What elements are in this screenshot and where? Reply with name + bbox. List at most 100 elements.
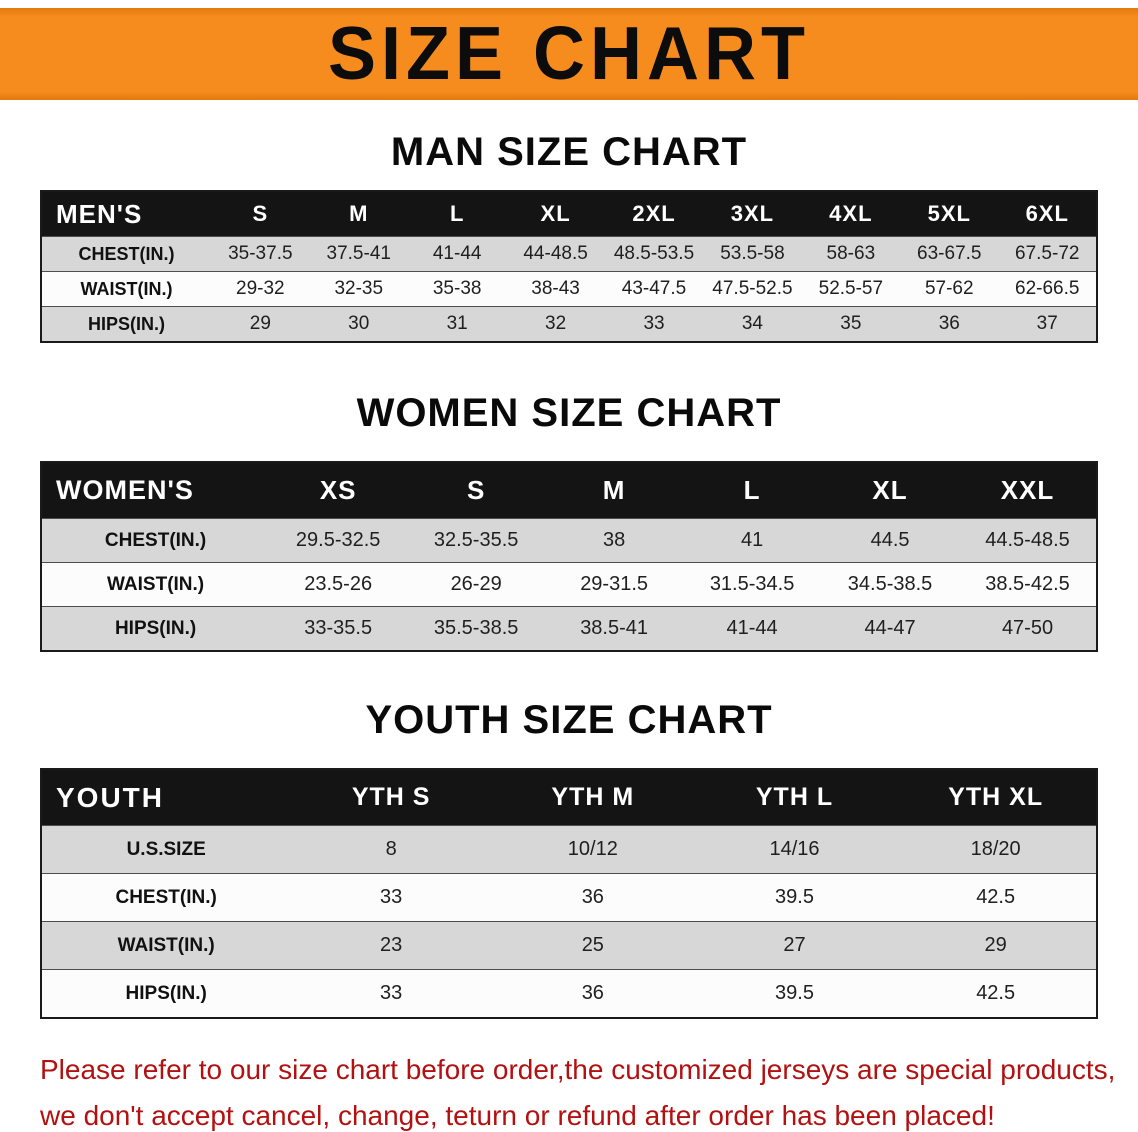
size-column-header: YTH S: [290, 769, 492, 826]
page-title: SIZE CHART: [328, 12, 810, 97]
size-value: 47-50: [959, 606, 1097, 651]
men-size-table: MEN'S S M L XL 2XL 3XL 4XL 5XL 6XL CHEST(IN.) 35-37…: [40, 190, 1098, 343]
size-value: 14/16: [693, 825, 896, 874]
size-value: 31.5-34.5: [683, 562, 822, 607]
disclaimer-line-2: we don't accept cancel, change, teturn o…: [40, 1100, 995, 1131]
size-column-header: XL: [821, 462, 960, 519]
size-value: 35: [801, 306, 901, 342]
men-section: MAN SIZE CHART MEN'S S M L XL 2XL 3XL 4XL 5XL 6XL…: [0, 130, 1138, 343]
size-column-header: XXL: [959, 462, 1097, 519]
size-column-header: M: [545, 462, 684, 519]
size-value: 29-31.5: [545, 562, 684, 607]
size-column-header: XL: [506, 191, 605, 237]
size-column-header: S: [407, 462, 546, 519]
youth-size-table: YOUTH YTH S YTH M YTH L YTH XL U.S.SIZE 8 10/12…: [40, 768, 1098, 1019]
banner: SIZE CHART: [0, 8, 1138, 100]
size-value: 42.5: [895, 873, 1097, 922]
table-row: WAIST(IN.) 29-32 32-35 35-38 38-43 43-47.5 47.…: [41, 271, 1097, 307]
size-value: 29: [211, 306, 310, 342]
size-column-header: L: [683, 462, 822, 519]
table-header-row: MEN'S S M L XL 2XL 3XL 4XL 5XL 6XL: [41, 191, 1097, 237]
size-value: 44-47: [821, 606, 960, 651]
measurement-row-label: CHEST(IN.): [41, 873, 291, 922]
size-value: 27: [693, 921, 896, 970]
size-value: 41-44: [683, 606, 822, 651]
size-value: 42.5: [895, 969, 1097, 1018]
table-header-row: WOMEN'S XS S M L XL XXL: [41, 462, 1097, 519]
disclaimer: Please refer to our size chart before or…: [40, 1047, 1138, 1132]
youth-section-heading: YOUTH SIZE CHART: [365, 698, 773, 742]
table-row: CHEST(IN.) 35-37.5 37.5-41 41-44 44-48.5 48.5…: [41, 236, 1097, 272]
measurement-row-label: CHEST(IN.): [41, 518, 270, 563]
size-column-header: M: [309, 191, 408, 237]
size-value: 57-62: [900, 271, 999, 307]
size-value: 35-37.5: [211, 236, 310, 272]
size-value: 32: [506, 306, 605, 342]
size-value: 41-44: [407, 236, 507, 272]
size-value: 44.5-48.5: [959, 518, 1097, 563]
size-column-header: XS: [269, 462, 408, 519]
size-value: 10/12: [491, 825, 694, 874]
size-value: 36: [900, 306, 999, 342]
size-value: 48.5-53.5: [604, 236, 704, 272]
size-column-header: 5XL: [900, 191, 999, 237]
men-section-heading: MAN SIZE CHART: [390, 130, 748, 174]
table-row: HIPS(IN.) 29 30 31 32 33 34 35 36 37: [41, 306, 1097, 342]
size-value: 18/20: [895, 825, 1097, 874]
size-value: 43-47.5: [604, 271, 704, 307]
women-size-table: WOMEN'S XS S M L XL XXL CHEST(IN.) 29.5-32.5 32.5…: [40, 461, 1098, 652]
size-value: 25: [491, 921, 694, 970]
size-value: 30: [309, 306, 408, 342]
size-column-header: 2XL: [604, 191, 704, 237]
table-row: HIPS(IN.) 33 36 39.5 42.5: [41, 969, 1097, 1018]
size-column-header: 3XL: [703, 191, 802, 237]
size-value: 58-63: [801, 236, 901, 272]
size-value: 29-32: [211, 271, 310, 307]
size-column-header: YTH M: [491, 769, 694, 826]
size-value: 29: [895, 921, 1097, 970]
size-value: 8: [290, 825, 492, 874]
size-value: 36: [491, 969, 694, 1018]
size-value: 34: [703, 306, 802, 342]
size-value: 31: [407, 306, 507, 342]
size-value: 44.5: [821, 518, 960, 563]
table-row: HIPS(IN.) 33-35.5 35.5-38.5 38.5-41 41-44 44-…: [41, 606, 1097, 651]
disclaimer-line-1: Please refer to our size chart before or…: [40, 1054, 1116, 1085]
table-row: U.S.SIZE 8 10/12 14/16 18/20: [41, 825, 1097, 874]
measurement-row-label: WAIST(IN.): [41, 921, 291, 970]
size-value: 32-35: [309, 271, 408, 307]
size-value: 23.5-26: [269, 562, 408, 607]
table-header-row: YOUTH YTH S YTH M YTH L YTH XL: [41, 769, 1097, 826]
size-chart-page: SIZE CHART MAN SIZE CHART MEN'S S M L XL 2XL 3…: [0, 8, 1138, 1132]
size-value: 26-29: [407, 562, 546, 607]
size-value: 47.5-52.5: [703, 271, 802, 307]
size-column-header: L: [407, 191, 507, 237]
size-value: 38: [545, 518, 684, 563]
size-value: 34.5-38.5: [821, 562, 960, 607]
size-value: 23: [290, 921, 492, 970]
size-value: 62-66.5: [998, 271, 1097, 307]
size-value: 44-48.5: [506, 236, 605, 272]
size-value: 33: [290, 969, 492, 1018]
size-value: 38.5-41: [545, 606, 684, 651]
size-value: 38-43: [506, 271, 605, 307]
size-value: 39.5: [693, 969, 896, 1018]
measurement-row-label: U.S.SIZE: [41, 825, 291, 874]
size-value: 33-35.5: [269, 606, 408, 651]
measurement-row-label: WAIST(IN.): [41, 271, 212, 307]
size-value: 33: [604, 306, 704, 342]
size-value: 38.5-42.5: [959, 562, 1097, 607]
size-value: 63-67.5: [900, 236, 999, 272]
row-group-label: WOMEN'S: [41, 462, 270, 519]
table-row: CHEST(IN.) 29.5-32.5 32.5-35.5 38 41 44.5 44.5…: [41, 518, 1097, 563]
size-value: 35.5-38.5: [407, 606, 546, 651]
size-value: 29.5-32.5: [269, 518, 408, 563]
size-value: 35-38: [407, 271, 507, 307]
size-value: 67.5-72: [998, 236, 1097, 272]
size-value: 39.5: [693, 873, 896, 922]
measurement-row-label: CHEST(IN.): [41, 236, 212, 272]
table-row: WAIST(IN.) 23.5-26 26-29 29-31.5 31.5-34.5 34…: [41, 562, 1097, 607]
size-value: 53.5-58: [703, 236, 802, 272]
size-column-header: S: [211, 191, 310, 237]
size-column-header: YTH XL: [895, 769, 1097, 826]
